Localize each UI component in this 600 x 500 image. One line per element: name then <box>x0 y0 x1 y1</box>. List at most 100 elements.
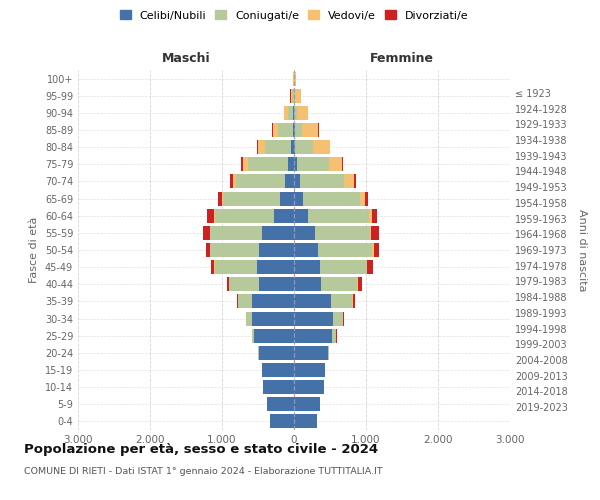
Bar <box>211 243 259 257</box>
Bar <box>243 158 248 172</box>
Text: Maschi: Maschi <box>161 52 211 65</box>
Bar <box>247 312 252 326</box>
Bar <box>221 192 223 205</box>
Bar <box>342 158 343 172</box>
Bar <box>246 312 247 326</box>
Bar <box>284 174 294 188</box>
Y-axis label: Anni di nascita: Anni di nascita <box>577 209 587 291</box>
Bar <box>294 294 331 308</box>
Bar <box>294 106 297 120</box>
Bar <box>257 140 258 154</box>
Bar <box>223 192 280 205</box>
Bar <box>291 140 294 154</box>
Bar <box>371 226 379 240</box>
Bar <box>297 158 329 172</box>
Bar <box>278 123 293 137</box>
Bar <box>295 88 301 102</box>
Legend: Celibi/Nubili, Coniugati/e, Vedovi/e, Divorziati/e: Celibi/Nubili, Coniugati/e, Vedovi/e, Di… <box>118 8 470 23</box>
Bar <box>373 243 374 257</box>
Bar <box>294 363 325 377</box>
Bar <box>289 106 293 120</box>
Bar <box>328 346 329 360</box>
Y-axis label: Fasce di età: Fasce di età <box>29 217 39 283</box>
Bar <box>333 312 343 326</box>
Bar <box>259 243 294 257</box>
Bar <box>215 208 274 222</box>
Bar <box>273 123 278 137</box>
Bar <box>280 192 294 205</box>
Bar <box>227 278 229 291</box>
Bar <box>344 174 354 188</box>
Bar <box>237 294 238 308</box>
Bar <box>369 208 372 222</box>
Bar <box>308 208 369 222</box>
Bar <box>252 312 294 326</box>
Bar <box>322 278 358 291</box>
Bar <box>331 294 352 308</box>
Bar <box>300 174 344 188</box>
Bar <box>259 278 294 291</box>
Bar <box>294 278 322 291</box>
Bar <box>236 174 284 188</box>
Bar <box>294 158 297 172</box>
Bar <box>294 192 304 205</box>
Bar <box>229 278 259 291</box>
Bar <box>318 243 373 257</box>
Bar <box>313 140 330 154</box>
Bar <box>353 294 355 308</box>
Bar <box>294 72 296 86</box>
Bar <box>293 123 294 137</box>
Bar <box>257 260 294 274</box>
Bar <box>252 328 254 342</box>
Bar <box>370 226 371 240</box>
Bar <box>262 363 294 377</box>
Text: COMUNE DI RIETI - Dati ISTAT 1° gennaio 2024 - Elaborazione TUTTITALIA.IT: COMUNE DI RIETI - Dati ISTAT 1° gennaio … <box>24 468 383 476</box>
Bar <box>265 140 291 154</box>
Bar <box>211 226 262 240</box>
Bar <box>294 260 320 274</box>
Bar <box>304 192 359 205</box>
Bar <box>359 192 365 205</box>
Bar <box>332 328 336 342</box>
Bar <box>268 398 294 411</box>
Bar <box>269 414 294 428</box>
Bar <box>354 174 356 188</box>
Bar <box>294 174 300 188</box>
Bar <box>248 158 288 172</box>
Bar <box>294 414 317 428</box>
Bar <box>294 88 295 102</box>
Bar <box>203 226 210 240</box>
Bar <box>263 380 294 394</box>
Bar <box>295 140 313 154</box>
Bar <box>294 380 324 394</box>
Bar <box>297 106 308 120</box>
Bar <box>230 174 233 188</box>
Bar <box>258 140 265 154</box>
Bar <box>274 208 294 222</box>
Bar <box>294 398 320 411</box>
Bar <box>241 158 243 172</box>
Bar <box>372 208 377 222</box>
Bar <box>294 226 315 240</box>
Bar <box>290 88 292 102</box>
Bar <box>343 312 344 326</box>
Bar <box>320 260 367 274</box>
Bar <box>215 260 257 274</box>
Bar <box>238 294 252 308</box>
Bar <box>206 243 210 257</box>
Bar <box>210 243 211 257</box>
Bar <box>210 226 211 240</box>
Bar <box>358 278 362 291</box>
Bar <box>284 106 289 120</box>
Bar <box>262 226 294 240</box>
Bar <box>294 328 332 342</box>
Bar <box>374 243 379 257</box>
Bar <box>259 346 294 360</box>
Bar <box>294 243 318 257</box>
Bar <box>218 192 221 205</box>
Text: Femmine: Femmine <box>370 52 434 65</box>
Bar <box>336 328 337 342</box>
Bar <box>288 158 294 172</box>
Bar <box>211 260 214 274</box>
Bar <box>206 208 214 222</box>
